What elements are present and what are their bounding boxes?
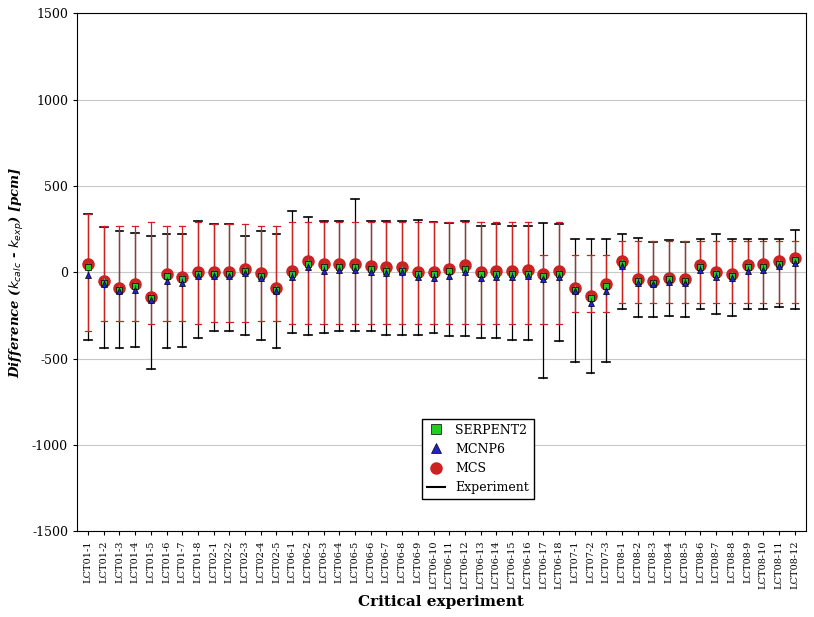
Y-axis label: Difference ($k_{calc}$ - $k_{exp}$) [pcm]: Difference ($k_{calc}$ - $k_{exp}$) [pcm… (8, 167, 26, 378)
X-axis label: Critical experiment: Critical experiment (358, 595, 524, 608)
Legend: SERPENT2, MCNP6, MCS, Experiment: SERPENT2, MCNP6, MCS, Experiment (422, 418, 534, 499)
